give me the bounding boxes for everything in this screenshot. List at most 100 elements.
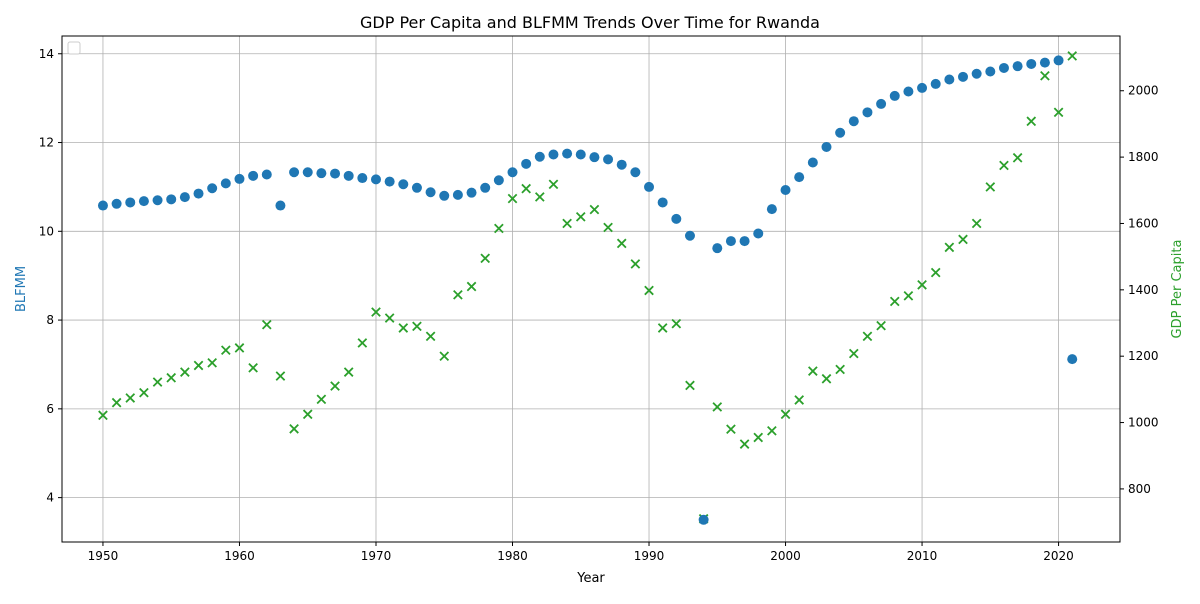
- blfmm-point: [207, 183, 218, 194]
- blfmm-point: [889, 90, 900, 101]
- y-right-tick-label: 1000: [1128, 416, 1159, 430]
- blfmm-point: [466, 187, 477, 198]
- gdp-point: [917, 280, 927, 290]
- chart-title: GDP Per Capita and BLFMM Trends Over Tim…: [360, 13, 820, 32]
- blfmm-point: [111, 198, 122, 209]
- gdp-point: [234, 343, 245, 353]
- gdp-point: [466, 281, 477, 292]
- gdp-point: [876, 320, 886, 331]
- blfmm-point: [1026, 58, 1037, 69]
- gdp-point: [1026, 116, 1037, 127]
- blfmm-point: [1067, 354, 1078, 365]
- gdp-point: [739, 439, 750, 449]
- blfmm-point: [138, 196, 149, 207]
- y-right-tick-label: 1400: [1128, 283, 1159, 297]
- blfmm-point: [125, 197, 136, 208]
- legend-box: [67, 41, 81, 55]
- gdp-point: [712, 402, 723, 412]
- blfmm-point: [684, 230, 695, 241]
- gdp-point: [398, 323, 409, 333]
- gdp-point: [630, 259, 641, 269]
- blfmm-point: [193, 188, 204, 199]
- blfmm-point: [452, 189, 463, 200]
- gdp-point: [275, 371, 286, 381]
- y-right-tick-label: 1200: [1128, 349, 1159, 363]
- gdp-point: [603, 222, 613, 233]
- blfmm-point: [725, 236, 736, 247]
- blfmm-point: [493, 175, 504, 186]
- gdp-point: [999, 160, 1009, 171]
- y-left-tick-label: 8: [46, 313, 54, 327]
- blfmm-point: [330, 168, 341, 179]
- gdp-point: [1012, 152, 1023, 163]
- x-axis-label: Year: [576, 571, 605, 586]
- gdp-point: [534, 192, 545, 202]
- gdp-point: [371, 307, 381, 317]
- gdp-point: [930, 267, 941, 278]
- gdp-point: [330, 381, 340, 391]
- blfmm-point: [971, 68, 982, 79]
- blfmm-point: [166, 194, 177, 205]
- gdp-point: [726, 424, 736, 435]
- blfmm-point: [152, 195, 163, 206]
- gdp-point: [494, 223, 504, 234]
- gdp-point: [657, 323, 668, 333]
- blfmm-point: [657, 197, 668, 208]
- gdp-point: [985, 182, 996, 192]
- gdp-point: [98, 410, 108, 421]
- blfmm-point: [575, 149, 586, 160]
- blfmm-point: [248, 170, 259, 181]
- gdp-point: [889, 296, 900, 307]
- blfmm-point: [548, 149, 559, 160]
- blfmm-point: [766, 204, 777, 215]
- blfmm-point: [698, 514, 709, 525]
- gdp-point: [453, 289, 463, 300]
- y-left-tick-label: 6: [46, 402, 54, 416]
- gdp-point: [289, 424, 299, 434]
- gdp-point: [180, 367, 190, 377]
- grid-lines: [62, 36, 1120, 542]
- x-tick-label: 2020: [1043, 549, 1074, 563]
- blfmm-point: [739, 236, 750, 247]
- gdp-point: [152, 377, 163, 387]
- gdp-point: [753, 432, 764, 443]
- blfmm-point: [848, 116, 859, 127]
- blfmm-point: [671, 213, 682, 224]
- blfmm-point: [370, 174, 381, 185]
- legend: [67, 41, 81, 55]
- blfmm-point: [712, 243, 723, 254]
- blfmm-point: [234, 173, 245, 184]
- blfmm-point: [562, 148, 573, 159]
- y-right-tick-label: 2000: [1128, 84, 1159, 98]
- blfmm-point: [289, 167, 300, 178]
- blfmm-point: [357, 173, 368, 184]
- blfmm-point: [616, 159, 627, 170]
- blfmm-point: [220, 178, 231, 189]
- blfmm-point: [589, 152, 600, 163]
- blfmm-point: [480, 182, 491, 193]
- gdp-point: [248, 362, 258, 373]
- gdp-point: [139, 387, 149, 398]
- gdp-point: [316, 394, 327, 405]
- blfmm-point: [384, 176, 395, 187]
- blfmm-point: [780, 185, 791, 196]
- y-right-tick-label: 800: [1128, 482, 1151, 496]
- gdp-point: [125, 393, 136, 403]
- gdp-point: [958, 234, 968, 245]
- gdp-point: [903, 290, 914, 301]
- gdp-point: [616, 238, 627, 249]
- gdp-point: [971, 218, 982, 229]
- gdp-point: [357, 338, 368, 348]
- gdp-point: [575, 211, 586, 222]
- y-left-tick-label: 4: [46, 491, 54, 505]
- blfmm-point: [343, 170, 354, 181]
- x-tick-label: 2010: [907, 549, 938, 563]
- gdp-point: [1040, 70, 1050, 81]
- blfmm-point: [534, 151, 545, 162]
- y-axis-left-label: BLFMM: [14, 266, 29, 312]
- gdp-point: [439, 351, 450, 362]
- blfmm-point: [97, 200, 108, 211]
- gdp-point: [589, 204, 600, 215]
- gdp-point: [808, 366, 818, 376]
